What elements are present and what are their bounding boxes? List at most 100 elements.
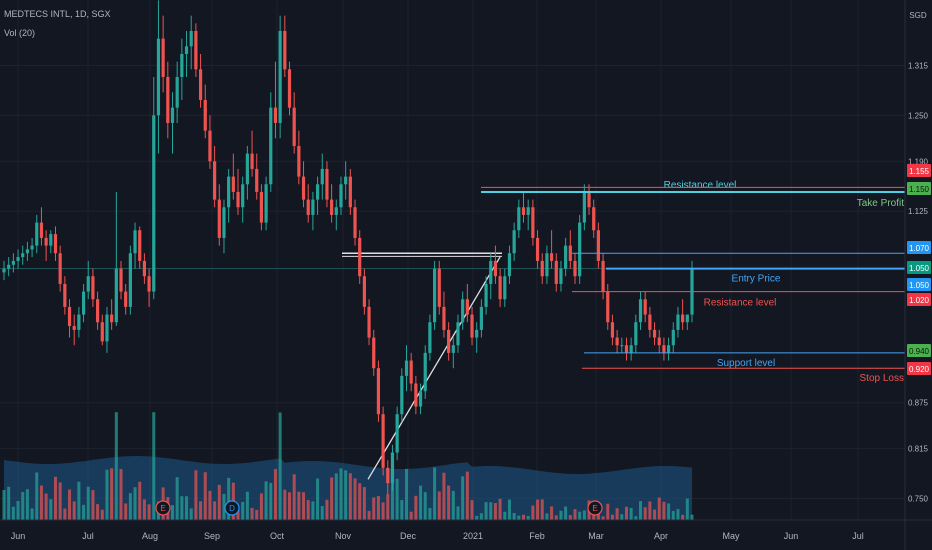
candle-body xyxy=(194,30,198,70)
candle-body xyxy=(7,264,11,269)
volume-bar xyxy=(624,506,628,520)
x-tick-label: Oct xyxy=(270,531,285,541)
candle-body xyxy=(484,283,488,307)
candle-body xyxy=(390,452,395,484)
candle-body xyxy=(437,268,441,307)
volume-bar xyxy=(433,467,437,520)
price-tag-label: 1.155 xyxy=(909,167,930,176)
x-tick-label: Nov xyxy=(335,531,352,541)
volume-bar xyxy=(77,481,81,520)
volume-bar xyxy=(344,470,348,520)
candle-body xyxy=(507,253,512,277)
price-tag xyxy=(907,241,931,254)
candle-body xyxy=(418,391,423,407)
volume-bar xyxy=(72,501,76,520)
volume-bar xyxy=(330,477,334,520)
x-tick-label: Feb xyxy=(529,531,545,541)
volume-bar xyxy=(245,491,249,520)
event-marker xyxy=(224,500,240,516)
candle-body xyxy=(21,253,25,258)
volume-bar xyxy=(16,501,20,520)
candle-body xyxy=(652,329,657,338)
x-tick-label: May xyxy=(722,531,740,541)
x-tick-label: Apr xyxy=(654,531,668,541)
candle-body xyxy=(685,314,689,323)
volume-bar xyxy=(409,511,413,520)
volume-bar xyxy=(325,499,329,520)
price-tag-label: 1.070 xyxy=(909,244,930,253)
volume-bar xyxy=(114,412,118,520)
volume-bar xyxy=(428,507,432,520)
candle-body xyxy=(465,299,469,315)
volume-bar xyxy=(316,478,320,520)
candle-body xyxy=(222,207,226,238)
volume-bar xyxy=(21,492,25,520)
volume-bar xyxy=(58,482,62,520)
volume-bar xyxy=(147,504,151,520)
volume-bar xyxy=(390,481,394,520)
candle-body xyxy=(124,291,128,307)
price-tag-label: 0.940 xyxy=(909,347,930,356)
price-axis xyxy=(905,0,932,550)
volume-bar xyxy=(676,509,680,520)
candle-body xyxy=(311,199,315,215)
volume-bar xyxy=(653,509,657,520)
event-marker-label: E xyxy=(592,504,597,513)
candle-body xyxy=(49,234,53,246)
volume-bar xyxy=(91,490,95,520)
y-tick-label: 0.750 xyxy=(908,495,929,504)
volume-bar xyxy=(86,486,90,520)
volume-bar xyxy=(578,511,582,520)
candle-body xyxy=(189,30,193,47)
event-marker xyxy=(587,500,603,516)
candle-body xyxy=(241,184,245,208)
candle-body xyxy=(250,153,254,169)
price-tag xyxy=(907,182,931,195)
volume-bar xyxy=(194,470,198,520)
volume-bar xyxy=(367,510,371,520)
volume-bar xyxy=(44,493,48,520)
price-tag xyxy=(907,278,931,291)
candle-body xyxy=(255,168,259,192)
x-tick-label: Jun xyxy=(784,531,799,541)
volume-bar xyxy=(526,515,530,520)
volume-bar xyxy=(213,501,217,520)
volume-bar xyxy=(634,516,638,520)
volume-bar xyxy=(170,505,174,520)
volume-indicator-title: Vol (20) xyxy=(4,28,36,38)
volume-bar xyxy=(437,491,441,520)
volume-bar xyxy=(400,499,404,520)
volume-bar xyxy=(606,503,610,520)
candle-body xyxy=(325,168,329,200)
volume-bar xyxy=(222,493,226,520)
candle-body xyxy=(461,299,465,323)
candle-body xyxy=(147,276,151,292)
level-label: Entry Price xyxy=(732,274,781,285)
volume-bar xyxy=(376,495,380,520)
volume-bar xyxy=(657,497,661,520)
volume-bar xyxy=(138,481,142,520)
candle-body xyxy=(63,283,67,307)
volume-bar xyxy=(681,514,685,520)
level-label: Stop Loss xyxy=(860,373,904,384)
candle-body xyxy=(400,375,404,415)
volume-bar xyxy=(339,468,343,520)
price-tag xyxy=(907,261,931,274)
volume-bar xyxy=(96,504,100,520)
price-tag-label: 1.020 xyxy=(909,296,930,305)
volume-bar xyxy=(465,471,469,520)
candle-body xyxy=(535,237,540,261)
volume-bar xyxy=(278,412,282,520)
candle-body xyxy=(156,38,161,116)
volume-bar xyxy=(208,490,212,520)
candle-body xyxy=(606,291,610,323)
candle-body xyxy=(306,199,310,215)
volume-bar xyxy=(302,492,306,520)
volume-bar xyxy=(470,500,474,520)
candle-body xyxy=(596,230,600,261)
volume-bar xyxy=(142,499,146,520)
volume-bar xyxy=(592,513,596,520)
volume-bar xyxy=(82,504,86,520)
volume-bar xyxy=(456,506,460,520)
